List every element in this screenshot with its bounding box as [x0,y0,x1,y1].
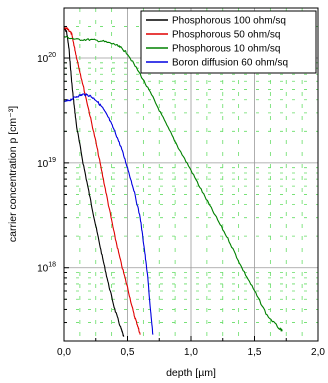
plot-series [63,27,283,337]
legend-label-0: Phosphorous 100 ohm/sq [172,16,286,27]
series-line-2 [63,35,283,332]
x-axis-title: depth [µm] [166,367,216,379]
x-tick-label: 1,0 [184,347,198,358]
series-line-3 [63,93,154,335]
legend: Phosphorous 100 ohm/sq Phosphorous 50 ohm… [140,10,317,74]
y-tick-exponent: 19 [48,157,56,164]
legend-label-3: Boron diffusion 60 ohm/sq [172,58,288,69]
series-line-1 [63,27,141,335]
x-tick-label: 0,0 [57,347,71,358]
y-axis-title: carrier concentration p [cm⁻³] [7,106,19,242]
legend-label-1: Phosphorous 50 ohm/sq [172,30,280,41]
x-axis: 0,0 0,5 1,0 1,5 2,0 [57,336,325,358]
series-line-0 [63,27,125,337]
x-tick-label: 0,5 [121,347,135,358]
legend-label-2: Phosphorous 10 ohm/sq [172,44,280,55]
y-tick-exponent: 18 [48,262,56,269]
legend-box [140,10,317,74]
y-tick-exponent: 20 [48,52,56,59]
x-tick-label: 2,0 [311,347,325,358]
x-tick-label: 1,5 [248,347,262,358]
